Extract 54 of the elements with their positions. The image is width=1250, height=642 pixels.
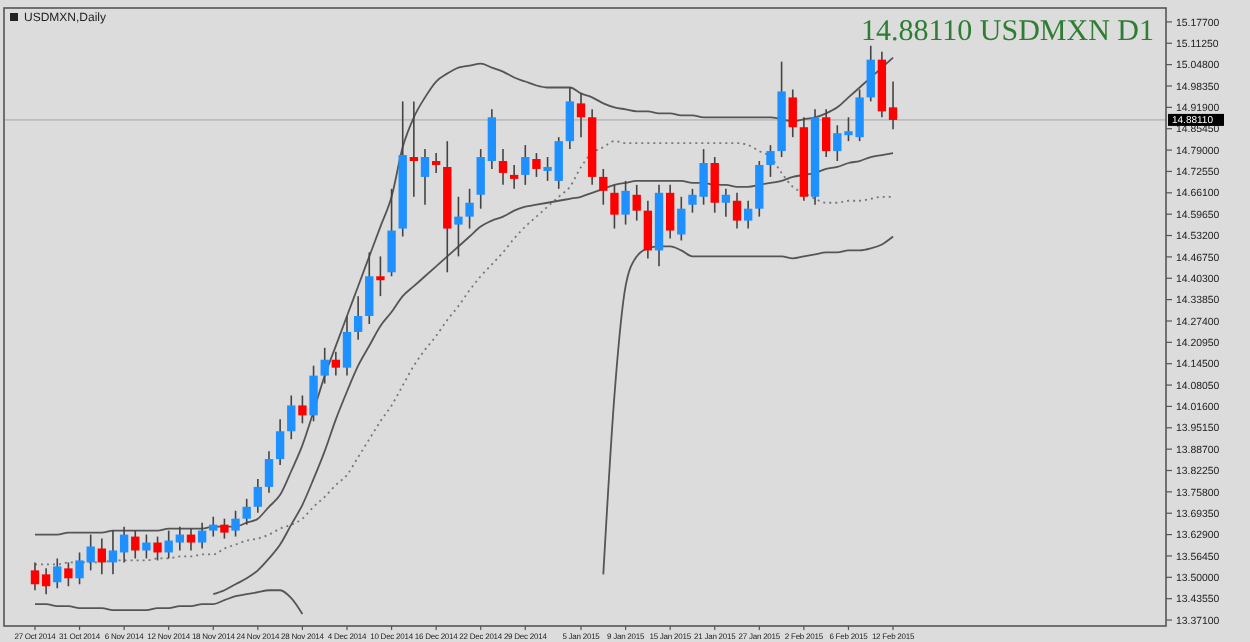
candlestick [97, 537, 107, 576]
candlestick [721, 188, 731, 218]
candlestick [509, 164, 519, 190]
candlestick [186, 527, 196, 552]
candlestick [275, 418, 285, 466]
candlestick [599, 168, 608, 206]
candlestick [209, 515, 218, 538]
annotation: 14.88110 USDMXN D1 [860, 16, 1154, 48]
candlestick [755, 160, 764, 218]
candlestick [409, 100, 419, 198]
candlestick [677, 195, 686, 242]
candlestick [287, 394, 296, 441]
candlestick [532, 152, 541, 178]
candlestick [498, 148, 508, 186]
candlestick [743, 199, 753, 230]
candlestick [264, 450, 274, 494]
candlestick [353, 295, 363, 341]
candlestick [331, 350, 341, 377]
candlestick [365, 251, 374, 325]
candlestick [53, 557, 62, 590]
candlestick [565, 86, 575, 150]
candlestick [710, 156, 719, 214]
candlestick [610, 184, 619, 230]
candlestick [521, 144, 530, 186]
candlestick [866, 44, 875, 103]
candlestick [153, 535, 162, 562]
candlestick [821, 108, 831, 158]
candlestick [387, 188, 396, 278]
candlestick [420, 148, 430, 206]
candlestick [231, 509, 240, 538]
candlestick [142, 533, 151, 560]
candlestick [732, 192, 742, 230]
candlestick [665, 184, 675, 240]
candlestick [253, 478, 263, 514]
candlestick [465, 188, 474, 230]
candlestick [431, 152, 441, 174]
candlestick [643, 199, 653, 260]
candlestick [298, 394, 307, 425]
line-series [212, 152, 894, 596]
candlestick [320, 347, 329, 385]
candlestick [342, 315, 352, 377]
candlestick [621, 180, 630, 226]
candlestick [576, 92, 586, 138]
candlestick [197, 521, 207, 550]
candlestick [220, 517, 229, 540]
candlestick [788, 88, 797, 138]
candlestick [632, 184, 641, 222]
candlestick [64, 561, 73, 588]
candlestick [242, 498, 251, 526]
candlestick [454, 195, 463, 258]
candlestick [131, 529, 140, 560]
candlestick [376, 255, 385, 297]
candlestick [309, 364, 318, 423]
candlestick [766, 144, 775, 178]
